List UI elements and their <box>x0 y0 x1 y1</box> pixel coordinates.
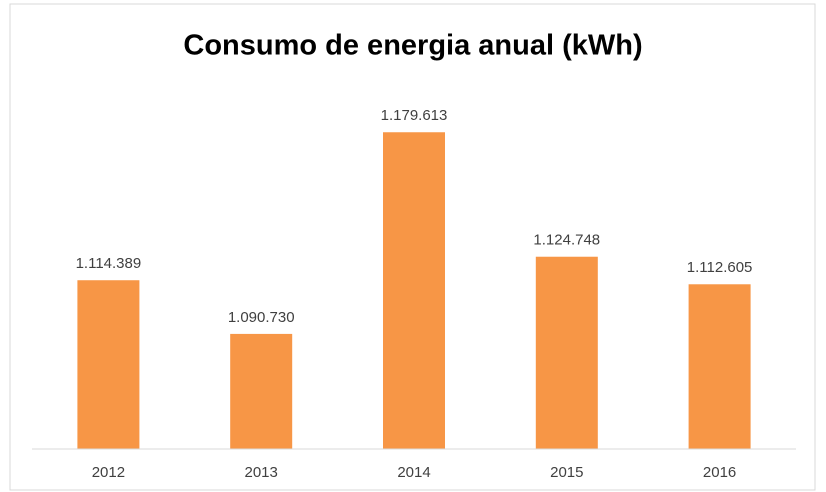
value-label: 1.179.613 <box>381 107 448 124</box>
x-tick-label: 2015 <box>550 464 583 481</box>
value-label: 1.124.748 <box>533 232 600 249</box>
x-tick-label: 2013 <box>245 464 278 481</box>
bar <box>383 132 445 450</box>
x-tick-label: 2016 <box>703 464 736 481</box>
value-label: 1.112.605 <box>687 259 753 276</box>
bar <box>230 333 293 449</box>
bar <box>77 280 140 449</box>
bar <box>535 256 598 449</box>
x-tick-label: 2014 <box>397 464 430 481</box>
value-label: 1.090.730 <box>228 309 295 326</box>
value-label: 1.114.389 <box>76 255 142 272</box>
chart-title: Consumo de energia anual (kWh) <box>183 30 642 62</box>
bar <box>688 284 751 449</box>
x-tick-label: 2012 <box>92 464 125 481</box>
